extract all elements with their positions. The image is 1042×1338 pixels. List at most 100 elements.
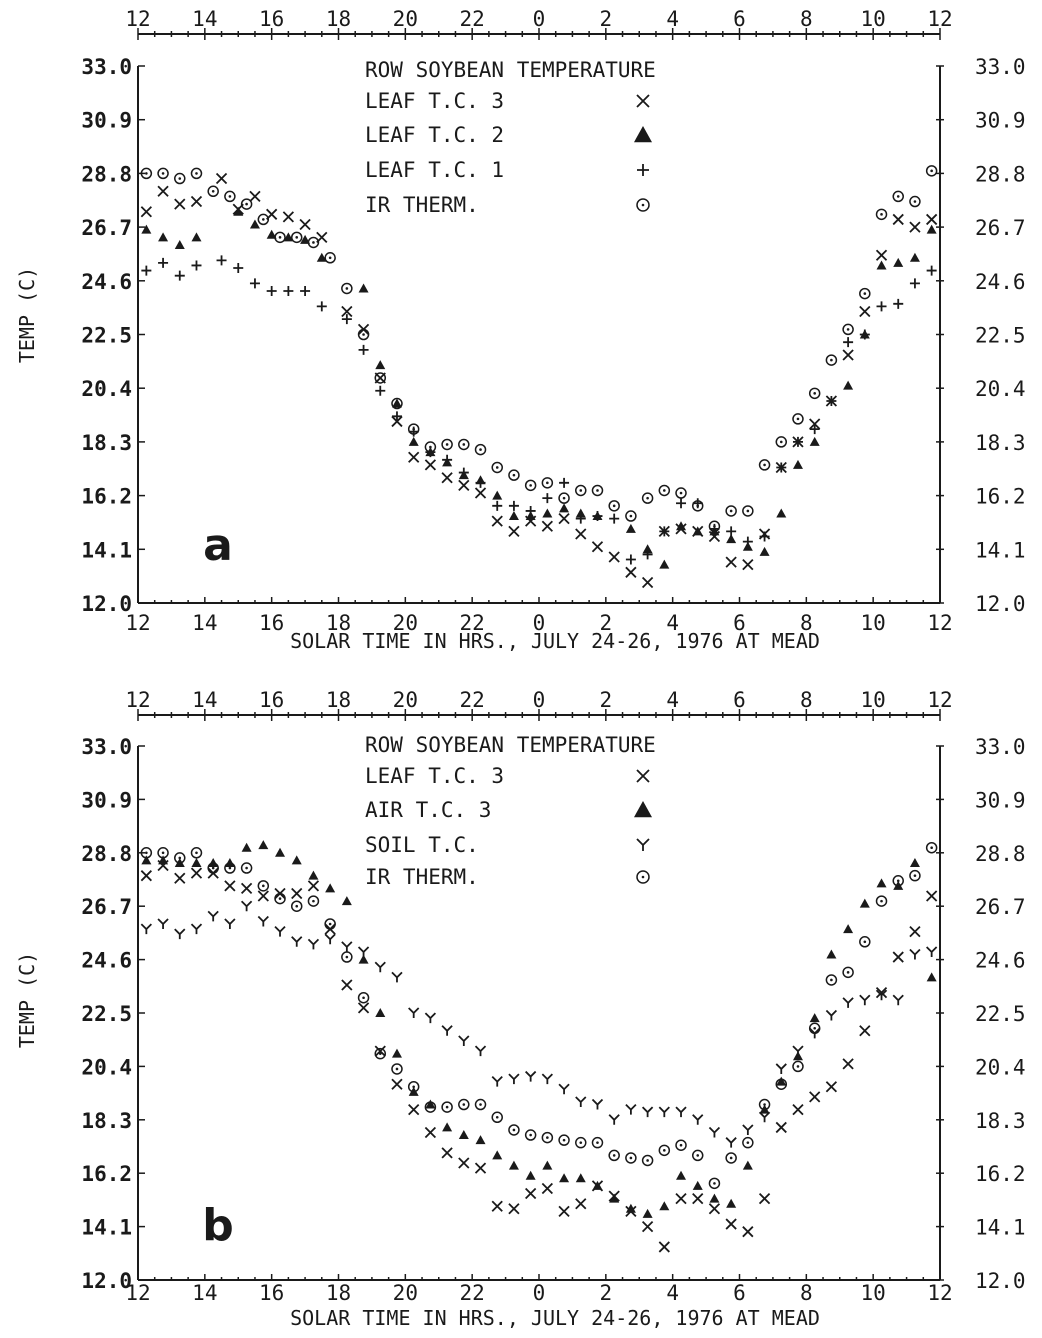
data-point [191, 857, 202, 867]
x-axis-label: SOLAR TIME IN HRS., JULY 24-26, 1976 AT … [290, 629, 820, 653]
data-point [875, 249, 888, 261]
data-point [876, 260, 887, 270]
data-point [625, 554, 636, 565]
data-point [391, 971, 403, 983]
data-point [307, 880, 320, 892]
data-point [407, 423, 420, 435]
data-point [776, 462, 787, 473]
data-point [492, 500, 503, 511]
y-tick-label-right: 18.3 [975, 1109, 1026, 1133]
data-point [676, 498, 687, 509]
data-point [875, 895, 888, 907]
data-point [240, 198, 253, 210]
x-tick-label: 2 [600, 611, 613, 635]
x-tick-label: 0 [533, 1281, 546, 1305]
series-soil-t-c [140, 900, 938, 1148]
top-x-tick-label: 6 [733, 688, 746, 712]
legend-marker [636, 769, 650, 783]
top-x-tick-label: 0 [533, 688, 546, 712]
data-point [692, 526, 703, 536]
data-point [207, 910, 219, 922]
x-tick-label: 22 [460, 1281, 485, 1305]
data-point [926, 972, 937, 982]
data-point [625, 1103, 637, 1115]
y-tick-label-left: 20.4 [81, 377, 132, 401]
data-point [233, 263, 244, 274]
x-tick-label: 12 [125, 611, 150, 635]
panel-label: a [203, 520, 233, 571]
data-point [775, 436, 788, 448]
legend-entry-label: LEAF T.C. 2 [365, 123, 504, 147]
legend-entry-label: LEAF T.C. 3 [365, 89, 504, 113]
x-tick-label: 2 [600, 1281, 613, 1305]
data-point [524, 1129, 537, 1141]
y-tick-label-left: 14.1 [81, 538, 132, 562]
y-tick-label-right: 16.2 [975, 485, 1026, 509]
y-tick-label-right: 12.0 [975, 592, 1026, 616]
data-point [357, 946, 370, 957]
top-x-tick-label: 10 [861, 688, 886, 712]
data-point [224, 862, 236, 874]
data-point [758, 1098, 771, 1111]
x-tick-label: 14 [192, 611, 217, 635]
data-point [641, 1220, 654, 1233]
y-tick-label-left: 28.8 [81, 842, 132, 866]
top-x-tick-label: 14 [192, 688, 217, 712]
data-point [542, 1160, 553, 1170]
data-point [140, 167, 153, 180]
data-point [725, 1137, 737, 1148]
y-tick-label-left: 24.6 [81, 949, 132, 973]
data-point [575, 513, 586, 524]
data-point [158, 855, 169, 865]
data-point [341, 314, 352, 325]
legend-marker [636, 838, 650, 851]
y-tick-label-right: 22.5 [975, 1002, 1026, 1026]
legend-marker [636, 870, 650, 884]
data-point [408, 451, 420, 463]
data-point [892, 994, 904, 1006]
data-point [708, 1203, 721, 1215]
data-point [374, 372, 387, 384]
data-point [725, 1152, 737, 1164]
data-point [291, 936, 303, 947]
series-ir-therm [140, 841, 938, 1190]
data-point [291, 887, 303, 900]
data-point [283, 286, 294, 297]
data-point [758, 1192, 771, 1205]
data-point [491, 1111, 503, 1124]
data-point [575, 1136, 587, 1149]
data-point [274, 925, 286, 937]
data-point [190, 195, 203, 208]
legend-title: ROW SOYBEAN TEMPERATURE [365, 58, 656, 82]
data-point [257, 213, 270, 226]
data-point [909, 948, 921, 960]
data-point [692, 1180, 703, 1190]
data-point [625, 523, 636, 533]
data-point [374, 1047, 387, 1060]
data-point [608, 551, 620, 563]
data-point [708, 1177, 721, 1190]
data-point [157, 918, 169, 929]
data-point [441, 472, 453, 484]
data-point [257, 915, 269, 927]
data-point [233, 206, 244, 216]
data-point [742, 559, 754, 571]
data-point [709, 1193, 720, 1203]
x-tick-label: 14 [192, 1281, 217, 1305]
data-point [691, 500, 704, 512]
legend-marker [637, 164, 649, 176]
data-point [458, 479, 470, 492]
data-point [474, 1098, 487, 1111]
data-point [541, 520, 553, 532]
data-point [925, 841, 938, 854]
data-point [425, 1099, 436, 1109]
data-point [474, 443, 487, 456]
top-x-tick-label: 20 [393, 688, 418, 712]
data-point [249, 190, 261, 203]
data-point [424, 1126, 437, 1139]
data-point [375, 360, 386, 370]
data-point [776, 508, 787, 518]
series-air-t-c-3 [141, 840, 937, 1218]
data-point [875, 208, 888, 221]
